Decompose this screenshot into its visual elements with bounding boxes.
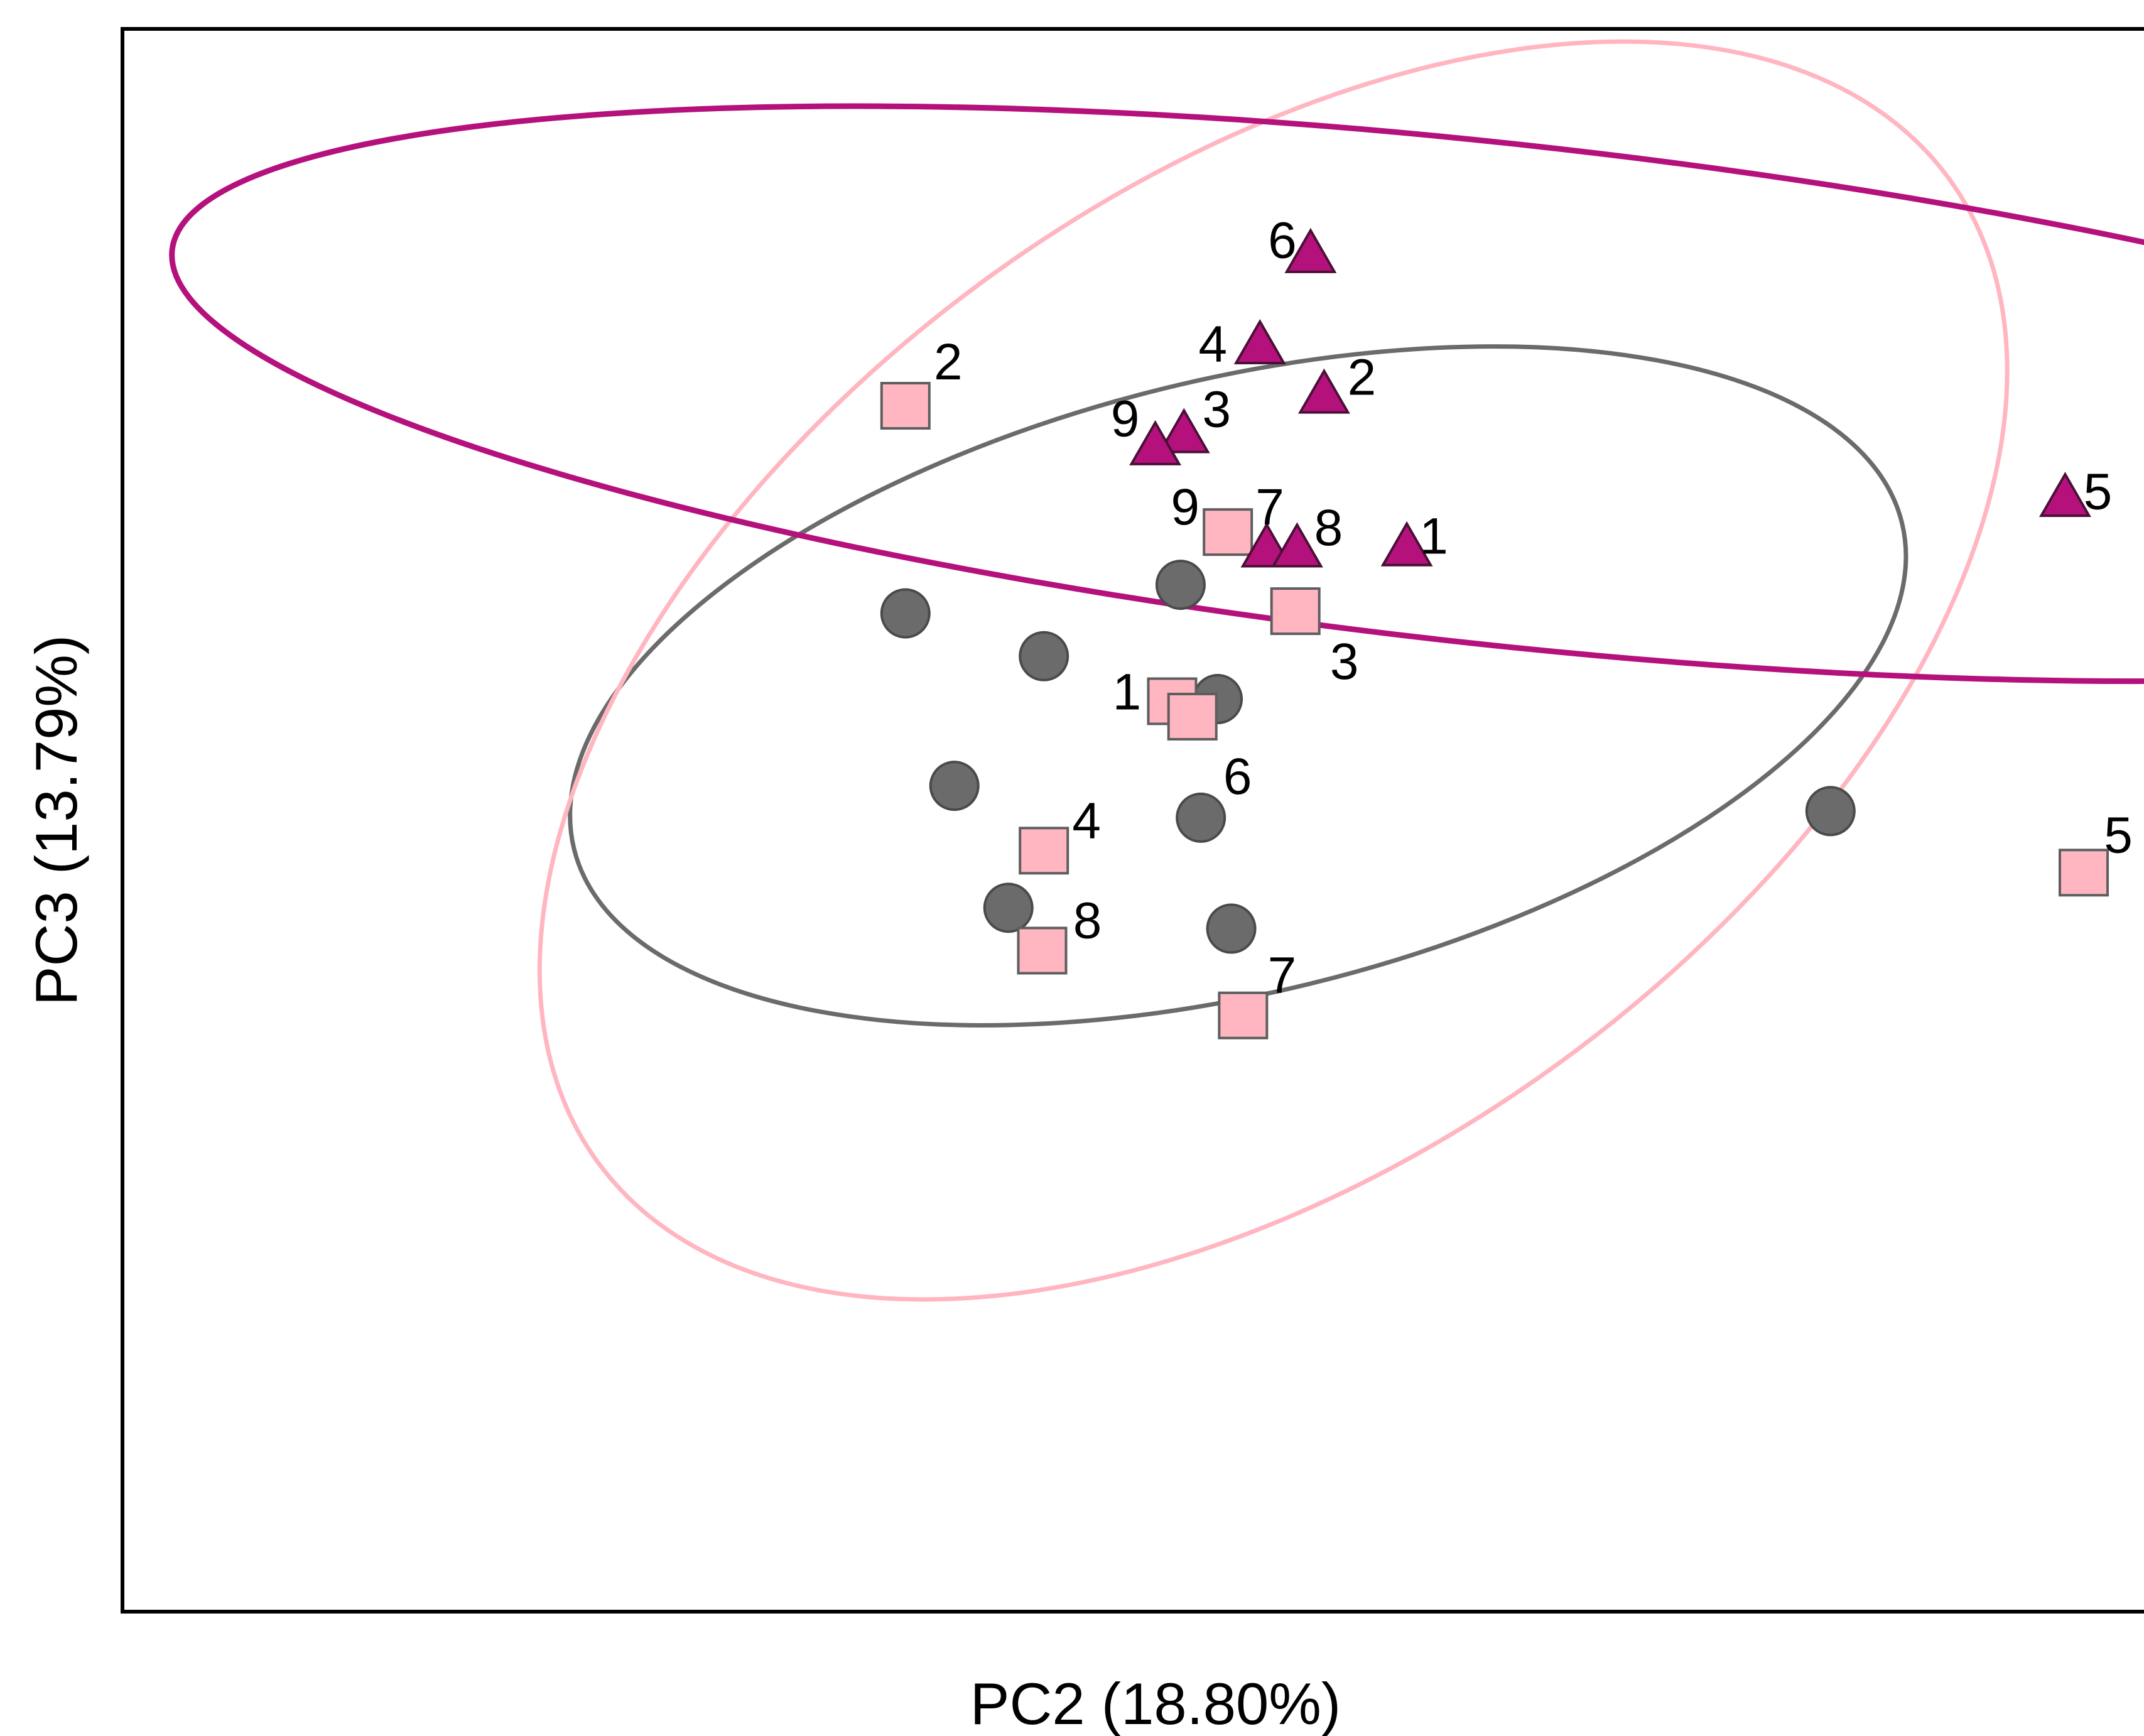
point-square-9 bbox=[2059, 849, 2109, 897]
point-circle-6 bbox=[1176, 792, 1226, 843]
point-circle-8 bbox=[983, 882, 1034, 933]
point-triangle-8 bbox=[1270, 522, 1323, 568]
data-points bbox=[880, 227, 2109, 1039]
point-square-6 bbox=[1019, 827, 1069, 875]
point-circle-1 bbox=[1155, 560, 1206, 610]
point-label-triangle-9: 9 bbox=[1111, 390, 1140, 447]
point-label-square-8: 8 bbox=[1073, 892, 1102, 950]
point-circle-7 bbox=[1805, 786, 1856, 837]
point-circle-3 bbox=[1019, 631, 1069, 681]
point-triangle-4 bbox=[1157, 408, 1210, 453]
x-axis-title: PC2 (18.80%) bbox=[970, 1671, 1341, 1736]
point-triangle-9 bbox=[1380, 521, 1433, 567]
point-label-triangle-8: 8 bbox=[1314, 499, 1343, 556]
point-triangle-6 bbox=[2038, 472, 2091, 518]
point-circle-2 bbox=[880, 588, 931, 639]
point-label-square-6: 6 bbox=[1223, 748, 1252, 805]
point-square-8 bbox=[1218, 991, 1269, 1039]
point-label-triangle-5: 5 bbox=[2084, 464, 2113, 521]
point-label-square-1: 1 bbox=[1113, 664, 1142, 721]
plot-frame bbox=[121, 27, 2144, 1614]
ellipse-group-1 bbox=[568, 344, 1908, 1028]
point-square-5 bbox=[1167, 692, 1218, 741]
point-label-square-2: 2 bbox=[934, 334, 963, 391]
point-label-triangle-1: 1 bbox=[1419, 507, 1448, 565]
point-triangle-3 bbox=[1297, 368, 1350, 414]
ellipse-group-3 bbox=[169, 103, 2144, 684]
point-circle-9 bbox=[1206, 903, 1257, 954]
point-label-square-5: 5 bbox=[2104, 806, 2133, 864]
point-square-3 bbox=[1270, 587, 1321, 636]
point-label-triangle-6: 6 bbox=[1268, 212, 1297, 269]
point-square-2 bbox=[1203, 508, 1253, 556]
confidence-ellipses bbox=[169, 39, 2144, 1302]
y-axis-title: PC3 (13.79%) bbox=[23, 635, 89, 1006]
point-label-triangle-2: 2 bbox=[1348, 349, 1377, 406]
point-label-square-3: 3 bbox=[1330, 633, 1359, 690]
point-label-triangle-3: 3 bbox=[1202, 381, 1231, 438]
point-label-triangle-7: 7 bbox=[1255, 479, 1284, 536]
point-label-square-9: 9 bbox=[1171, 479, 1199, 536]
point-triangle-2 bbox=[1233, 318, 1286, 364]
point-circle-5 bbox=[929, 761, 980, 811]
point-triangle-1 bbox=[1284, 227, 1337, 273]
point-square-1 bbox=[880, 382, 931, 430]
ellipse-group-2 bbox=[537, 39, 2010, 1302]
point-triangle-5 bbox=[1129, 420, 1182, 465]
point-label-square-4: 4 bbox=[1072, 792, 1101, 849]
point-label-triangle-4: 4 bbox=[1198, 316, 1227, 373]
point-label-square-7: 7 bbox=[1268, 947, 1297, 1004]
point-square-7 bbox=[1017, 926, 1068, 975]
